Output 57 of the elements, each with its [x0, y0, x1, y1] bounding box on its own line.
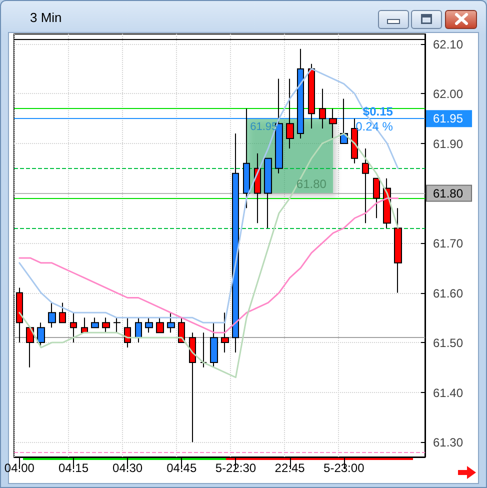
y-tick-label: 61.30	[433, 436, 464, 450]
y-tick-label: 61.80	[433, 186, 464, 201]
x-tick-label: 04:30	[112, 461, 143, 475]
line-series	[18, 132, 399, 378]
y-tick-label: 61.70	[433, 236, 464, 251]
candlestick	[243, 108, 250, 209]
candlestick	[351, 118, 358, 164]
candlestick	[189, 332, 196, 443]
candlestick	[178, 317, 185, 344]
line-series	[18, 68, 399, 324]
candlestick	[221, 312, 229, 353]
candlestick	[156, 317, 164, 334]
candlestick	[124, 317, 131, 348]
candlestick	[167, 312, 175, 334]
annotation: $0.15	[362, 104, 394, 119]
candlestick	[297, 48, 304, 140]
candlestick	[232, 133, 239, 353]
x-tick-label: 04:00	[4, 461, 35, 475]
candlestick	[145, 317, 153, 334]
candlestick	[308, 63, 315, 130]
candlestick	[362, 148, 369, 224]
y-tick-label: 61.50	[433, 336, 464, 350]
candlestick	[59, 302, 66, 324]
x-tick-label: 22:45	[274, 461, 306, 475]
candlestick	[329, 108, 337, 140]
candlestick	[254, 152, 261, 224]
candlestick	[210, 322, 218, 368]
ref-line-label: 61.95	[433, 112, 464, 126]
y-tick-label: 61.40	[433, 386, 464, 400]
candlestick	[394, 208, 402, 294]
candlestick	[81, 317, 88, 334]
x-tick-label: 04:45	[166, 461, 197, 475]
candlestick	[16, 287, 23, 344]
candlestick	[319, 88, 326, 130]
candlestick	[113, 317, 121, 334]
y-tick-label: 61.90	[433, 136, 464, 151]
candlestick	[286, 78, 294, 149]
annotation: 0.24 %	[356, 120, 394, 134]
candlestick	[70, 312, 77, 344]
line-series	[18, 197, 399, 334]
x-tick-label: 5-23:00	[324, 461, 365, 475]
chart-title: 3 Min	[30, 9, 62, 27]
x-tick-label: 5-22:30	[215, 461, 256, 475]
candlestick	[102, 317, 110, 334]
candlestick	[37, 322, 45, 348]
candlestick	[264, 158, 272, 229]
x-tick-label: 04:15	[58, 461, 89, 475]
candlestick	[373, 178, 380, 219]
y-tick-label: 62.00	[433, 87, 464, 102]
y-tick-label: 62.10	[433, 37, 464, 52]
candlestick	[91, 317, 99, 328]
annotation: 61.80	[296, 177, 327, 192]
candlestick	[26, 327, 34, 368]
candlestick	[48, 302, 56, 328]
candlestick	[135, 317, 142, 344]
y-tick-label: 61.60	[433, 286, 464, 300]
candlestick	[200, 332, 207, 368]
